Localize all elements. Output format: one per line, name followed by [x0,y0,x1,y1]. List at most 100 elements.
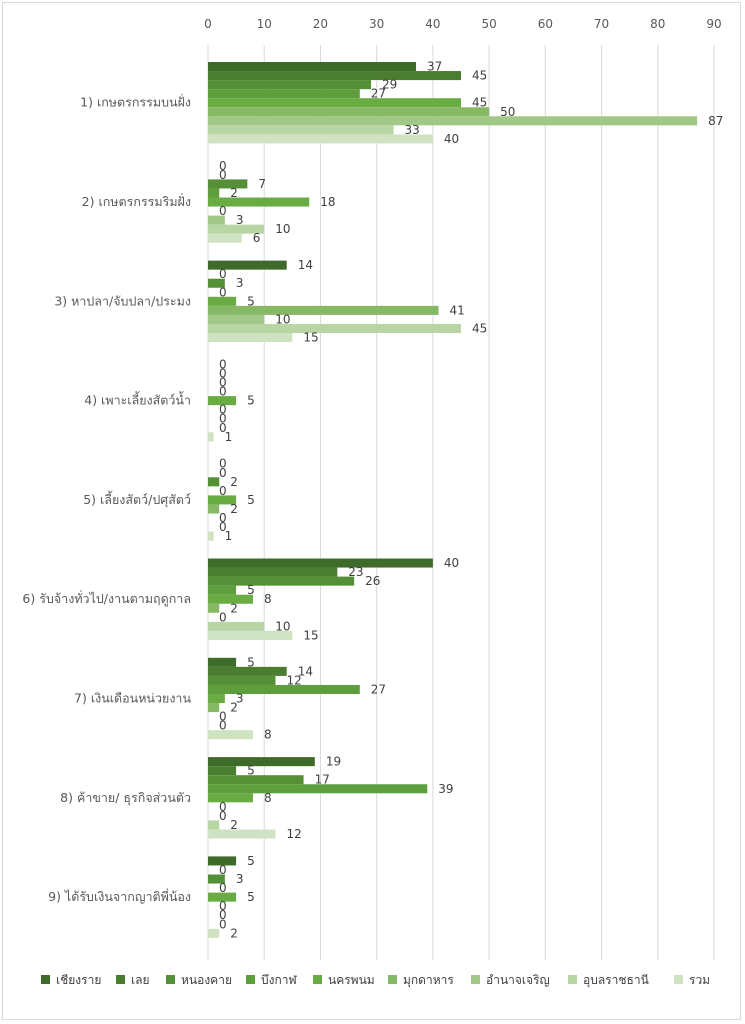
bar [208,233,242,243]
data-label: 50 [500,105,515,119]
data-label: 5 [247,583,255,597]
data-label: 0 [219,520,227,534]
data-label: 10 [275,222,290,236]
category-label: 7) เงินเดือนหน่วยงาน [74,691,191,706]
data-label: 1 [225,529,233,543]
bar [208,820,220,830]
data-label: 3 [236,276,244,290]
x-axis-ticks: 0 10 20 30 40 50 60 70 80 90 [204,17,721,31]
legend: เชียงราย เลย หนองคาย บึงกาฬ นครพนม มุกดาหาร อำ… [41,973,710,988]
data-label: 0 [219,511,227,525]
category-label: 5) เลี้ยงสัตว์/ปศุสัตว์ [83,490,191,508]
bar [208,576,355,586]
y-axis-categories: 1) เกษตรกรรมบนฝั่ง 2) เกษตรกรรมริมฝั่ง 3) … [22,94,191,904]
legend-swatch [41,975,50,984]
bar [208,333,293,343]
bar [208,531,214,541]
x-tick-label: 0 [204,17,212,31]
bar [208,495,237,505]
data-label: 3 [236,692,244,706]
data-label: 40 [444,556,459,570]
bar [208,477,220,487]
legend-label: มุกดาหาร [403,973,454,988]
data-label: 27 [371,682,386,696]
data-label: 45 [472,96,487,110]
data-label: 0 [219,159,227,173]
data-label: 27 [371,87,386,101]
legend-swatch [313,975,322,984]
bar [208,784,428,794]
bar [208,874,225,884]
category-label: 8) ค้าขาย/ ธุรกิจส่วนตัว [60,790,191,806]
bar [208,621,265,631]
data-label: 7 [258,177,266,191]
data-label: 0 [219,610,227,624]
legend-label: เลย [131,973,150,987]
bar [208,62,417,72]
data-label: 40 [444,132,459,146]
data-label: 5 [247,764,255,778]
data-label: 0 [219,267,227,281]
data-label: 0 [219,285,227,299]
bar [208,296,237,306]
data-label: 14 [298,664,313,678]
data-label: 5 [247,854,255,868]
data-label: 0 [219,917,227,931]
category-label: 2) เกษตรกรรมริมฝั่ง [82,193,191,209]
bar [208,80,372,90]
data-label: 0 [219,421,227,435]
legend-label: บึงกาฬ [261,973,297,987]
data-label: 0 [219,809,227,823]
data-label: 41 [450,303,465,317]
data-label: 0 [219,719,227,733]
data-label: 0 [219,484,227,498]
gridlines [207,45,715,960]
bar [208,305,439,315]
data-label: 18 [320,195,335,209]
data-label: 3 [236,872,244,886]
category-label: 3) หาปลา/จับปลา/ประมง [54,293,191,308]
bar [208,793,253,803]
data-label: 2 [230,502,238,516]
data-label: 0 [219,168,227,182]
data-label: 10 [275,312,290,326]
data-label: 8 [264,728,272,742]
bar [208,684,360,694]
bars [208,62,698,938]
data-label: 0 [219,357,227,371]
data-label: 0 [219,376,227,390]
data-label: 0 [219,403,227,417]
bar [208,757,315,767]
data-label: 0 [219,457,227,471]
x-tick-label: 90 [706,17,721,31]
x-tick-label: 50 [481,17,496,31]
bar [208,657,237,667]
data-label: 5 [247,655,255,669]
bar [208,666,287,676]
bar [208,215,225,225]
legend-label: หนองคาย [181,973,232,987]
legend-swatch [166,975,175,984]
data-label: 2 [230,926,238,940]
bar [208,260,287,270]
data-label: 5 [247,493,255,507]
legend-swatch [246,975,255,984]
x-tick-label: 20 [313,17,328,31]
bar [208,134,433,144]
data-label: 26 [365,574,380,588]
data-label: 2 [230,601,238,615]
bar [208,125,394,135]
bar [208,630,293,640]
data-label: 6 [253,231,261,245]
bar [208,432,214,442]
x-tick-label: 10 [257,17,272,31]
bar [208,603,220,613]
bar [208,396,237,406]
x-tick-label: 30 [369,17,384,31]
data-label: 2 [230,475,238,489]
x-tick-label: 60 [538,17,553,31]
data-label: 0 [219,204,227,218]
bar [208,197,310,207]
category-label: 6) รับจ้างทั่วไป/งานตามฤดูกาล [22,590,191,607]
